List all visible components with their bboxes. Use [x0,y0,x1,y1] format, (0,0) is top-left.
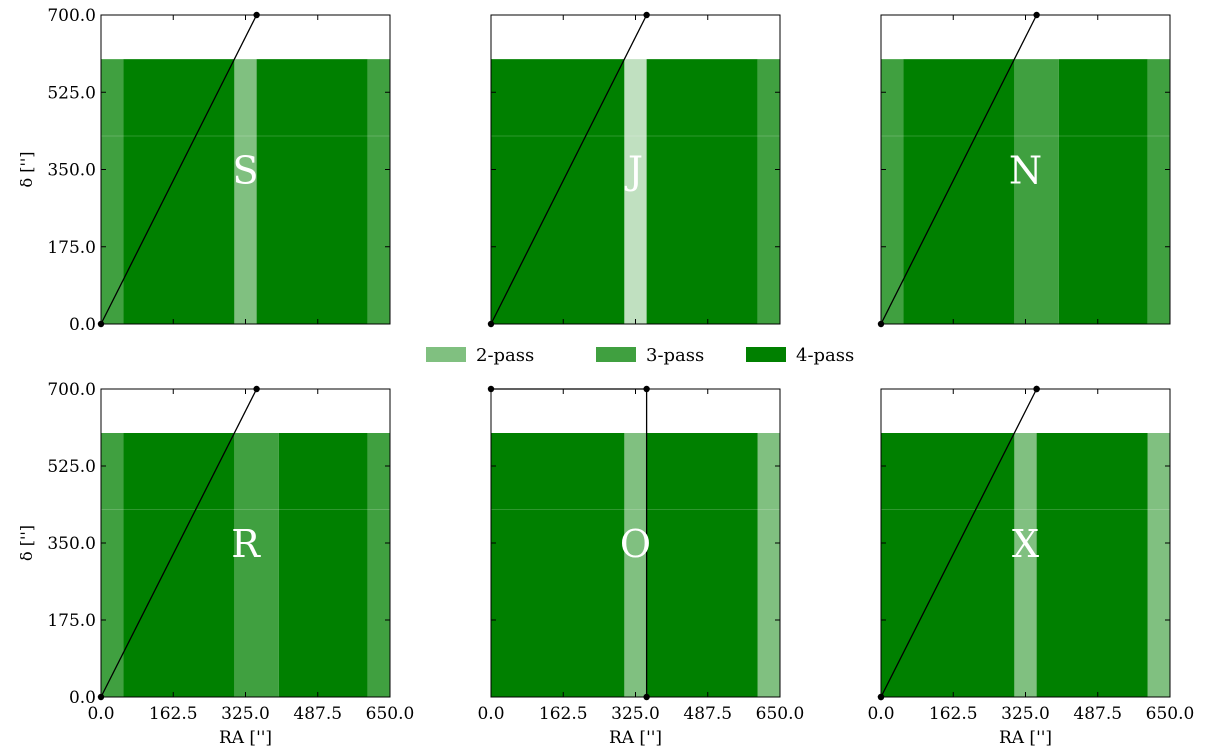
x-axis-label: RA [''] [609,728,662,748]
coverage-strip [757,433,780,697]
legend-label: 3-pass [646,345,704,366]
x-axis-label: RA [''] [219,728,272,748]
legend-swatch [596,347,636,362]
panel-label: R [231,522,261,566]
x-tick-label: 650.0 [366,704,415,724]
x-tick-label: 487.5 [293,704,342,724]
legend-swatch [746,347,786,362]
legend-label: 4-pass [796,345,854,366]
legend-label: 2-pass [476,345,534,366]
coverage-strip [123,59,235,325]
coverage-strip [1147,59,1170,325]
panel-o: 0.0 162.5 325.0 487.5 650.0 O RA [''] [477,385,805,748]
x-tick-label: 0.0 [867,704,894,724]
x-axis-label: RA [''] [999,728,1052,748]
coverage-strip [256,59,368,325]
panel-j: J [487,11,781,328]
x-tick-label: 487.5 [683,704,732,724]
y-tick-label: 0.0 [69,315,96,335]
y-tick-label: 350.0 [47,161,96,181]
scan-path [880,388,1038,698]
coverage-strip [757,59,780,325]
coverage-strip [1058,59,1148,325]
scan-path [100,388,258,698]
panel-n: N [877,11,1171,328]
coverage-strip [903,59,1015,325]
coverage-strip [881,59,904,325]
coverage-strip [101,59,124,325]
coverage-strip [646,433,758,697]
coverage-strip [101,433,124,697]
panel-label: J [624,149,643,193]
panel-label: N [1009,149,1042,193]
coverage-strip [234,433,279,697]
x-tick-label: 650.0 [1146,704,1195,724]
scan-path [100,14,258,325]
y-tick-label: 525.0 [47,457,96,477]
x-tick-label: 0.0 [477,704,504,724]
panel-x: 0.0 162.5 325.0 487.5 650.0 X RA [''] [867,385,1195,748]
x-tick-label: 325.0 [1001,704,1050,724]
panel-label: X [1012,522,1039,566]
legend-swatch [426,347,466,362]
y-tick-label: 700.0 [47,380,96,400]
y-axis-label: δ [''] [17,152,36,188]
y-axis-label: δ [''] [17,525,36,561]
panel-label: O [620,522,651,566]
x-tick-label: 162.5 [539,704,588,724]
y-tick-label: 175.0 [47,238,96,258]
coverage-strip [646,59,758,325]
coverage-strip [1014,59,1059,325]
x-tick-label: 162.5 [929,704,978,724]
coverage-strip [234,59,257,325]
coverage-strip [624,59,647,325]
coverage-strip [367,433,390,697]
y-tick-label: 0.0 [69,688,96,708]
y-tick-label: 175.0 [47,611,96,631]
panel-label: S [232,149,258,193]
panel-s: 0.0 175.0 350.0 525.0 700.0 Sδ [''] [17,6,391,335]
panel-r: 0.0 162.5 325.0 487.5 650.0 0.0 175.0 350.0 525.… [17,380,414,748]
y-tick-label: 525.0 [47,83,96,103]
coverage-strip [367,59,390,325]
y-tick-label: 700.0 [47,6,96,26]
coverage-strip [278,433,368,697]
y-tick-label: 350.0 [47,534,96,554]
x-tick-label: 162.5 [149,704,198,724]
x-tick-label: 650.0 [756,704,805,724]
coverage-strip [1147,433,1170,697]
coverage-strip [491,433,625,697]
legend: 2-pass 3-pass 4-pass [426,345,854,366]
coverage-strip [624,433,647,697]
x-tick-label: 487.5 [1073,704,1122,724]
coverage-strip [1014,433,1037,697]
coverage-strip [123,433,235,697]
x-tick-label: 0.0 [87,704,114,724]
scan-path [880,14,1038,325]
x-tick-label: 325.0 [221,704,270,724]
scan-path [490,14,648,325]
x-tick-label: 325.0 [611,704,660,724]
coverage-strip [1036,433,1148,697]
